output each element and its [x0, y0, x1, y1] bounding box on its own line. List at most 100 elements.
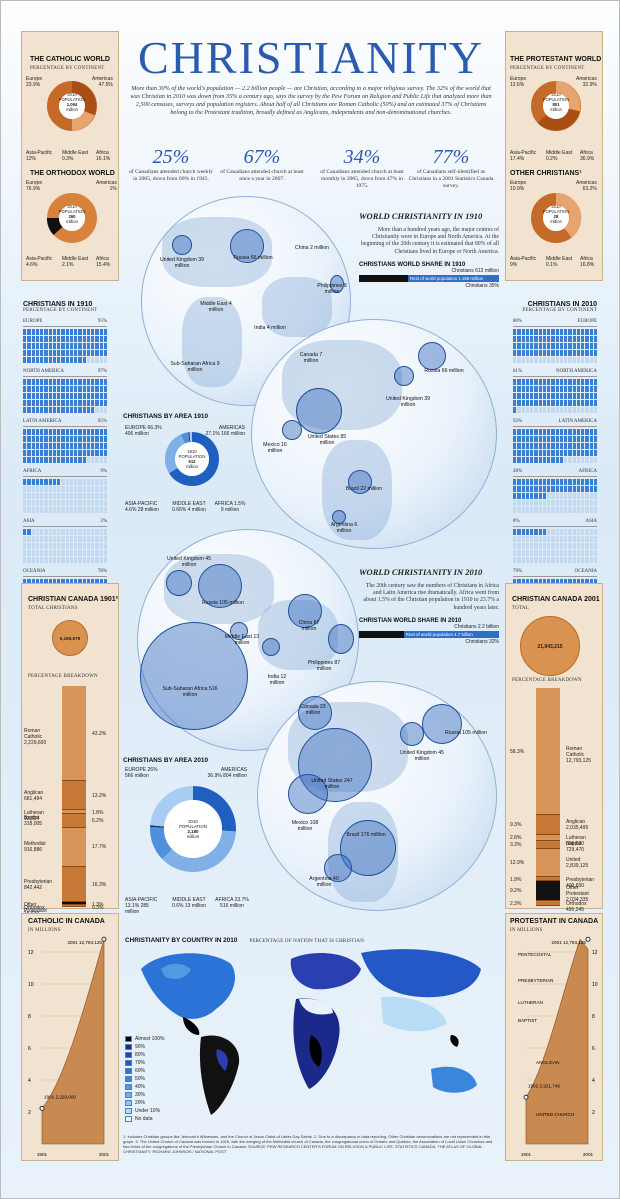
grid-square: [525, 379, 529, 385]
area2010-title: CHRISTIANS BY AREA 2010: [123, 757, 208, 764]
world2010-body: The 20th century saw the numbers of Chri…: [363, 583, 499, 611]
grid-square: [99, 329, 103, 335]
denomination-segment: [536, 835, 560, 842]
legend-label: No data: [135, 1116, 153, 1122]
globe-label: Philippines 8 million: [317, 283, 347, 295]
bubble: [328, 624, 354, 654]
grid-square: [572, 543, 576, 549]
bubble: [422, 704, 462, 744]
grid-square: [61, 557, 65, 563]
grid-square: [23, 493, 27, 499]
legend-label: 80%: [135, 1052, 146, 1058]
grid-square: [95, 343, 99, 349]
denomination-segment: [536, 841, 560, 849]
grid-square: [547, 529, 551, 535]
grid-square: [581, 400, 585, 406]
grid-square: [40, 543, 44, 549]
grid-square: [31, 500, 35, 506]
grid-square: [86, 536, 90, 542]
grid-square: [568, 443, 572, 449]
globe-label: Russia 105 million: [201, 600, 245, 606]
grid-square: [525, 357, 529, 363]
grid-square: [40, 500, 44, 506]
grid-square: [31, 536, 35, 542]
grid-square: [74, 443, 78, 449]
x-tick-label: 1901: [37, 1152, 48, 1157]
grid-square: [48, 357, 52, 363]
grid-square: [27, 436, 31, 442]
denomination-pct: 1.9%: [510, 876, 522, 883]
grid-square: [525, 329, 529, 335]
grid-square: [559, 457, 563, 463]
grid-square: [52, 507, 56, 513]
grid-square: [576, 429, 580, 435]
grid-square: [585, 400, 589, 406]
grid-square: [78, 543, 82, 549]
bottom-value-label: 1901 2,229,600: [44, 1094, 76, 1099]
grid-square: [581, 450, 585, 456]
grid-square: [593, 500, 597, 506]
grid-square: [74, 500, 78, 506]
grid-square: [78, 550, 82, 556]
grid-square: [530, 529, 534, 535]
grid-square: [530, 379, 534, 385]
grid-square: [568, 379, 572, 385]
grid-square: [99, 429, 103, 435]
grid-square: [86, 543, 90, 549]
grid-square: [31, 329, 35, 335]
grid-square: [27, 450, 31, 456]
protestant-canada-chart: 12 10 8 6 4 2 2001 12,793,125 1901 2,921,749 190…: [518, 936, 598, 1157]
grid-square: [82, 343, 86, 349]
grid-square: [27, 457, 31, 463]
bubble: [288, 774, 328, 814]
legend-item: No data: [125, 1115, 185, 1123]
canada2001-total: 21,943,215: [520, 616, 580, 676]
grid-square: [95, 400, 99, 406]
grid-square: [99, 486, 103, 492]
grid-square: [585, 379, 589, 385]
grid-square: [27, 507, 31, 513]
grid-square: [61, 450, 65, 456]
grid-square: [52, 557, 56, 563]
grid-square: [52, 493, 56, 499]
area2010-label: AMERICAS 36.9% 804 million: [207, 767, 247, 779]
grid-square: [91, 486, 95, 492]
area1910-label: ASIA-PACIFIC 4.6% 28 million: [125, 501, 159, 513]
grid-square: [35, 557, 39, 563]
legend-label: 90%: [135, 1044, 146, 1050]
grid-square: [65, 500, 69, 506]
grid-square: [534, 429, 538, 435]
trend-area: [41, 939, 105, 1145]
cat-label: Africa 16.1%: [96, 150, 111, 162]
grid-square: [589, 479, 593, 485]
grid-square: [23, 543, 27, 549]
bubble: [172, 235, 192, 255]
grid-square: [57, 350, 61, 356]
grid-square: [517, 336, 521, 342]
grid-square: [40, 436, 44, 442]
grid-square: [82, 536, 86, 542]
grid-square: [559, 579, 563, 585]
globe-label: Russia 66 million: [233, 255, 273, 261]
continent-name: EUROPE: [23, 319, 43, 324]
grid-square: [86, 579, 90, 585]
grid-square: [95, 536, 99, 542]
grid-square: [52, 379, 56, 385]
grid-square: [551, 479, 555, 485]
donut-slice: [537, 108, 580, 131]
grid-square: [559, 507, 563, 513]
grid-square: [564, 543, 568, 549]
denomination-pct: 13.2%: [92, 792, 107, 799]
continent-value: 95%: [97, 319, 107, 324]
canada1901-total: 5,166,979: [52, 620, 88, 656]
grid-square: [31, 557, 35, 563]
grid-square: [27, 379, 31, 385]
grid-square: [31, 407, 35, 413]
share2010-bar: Rest of world population 4.7 billion: [359, 630, 499, 638]
denomination-pct: 1.8%: [92, 810, 104, 817]
denomination-pct: 9.2%: [510, 887, 522, 894]
stat-value: 77%: [432, 146, 470, 168]
grid-square: [521, 507, 525, 513]
grid-square: [547, 350, 551, 356]
grid-square: [534, 457, 538, 463]
